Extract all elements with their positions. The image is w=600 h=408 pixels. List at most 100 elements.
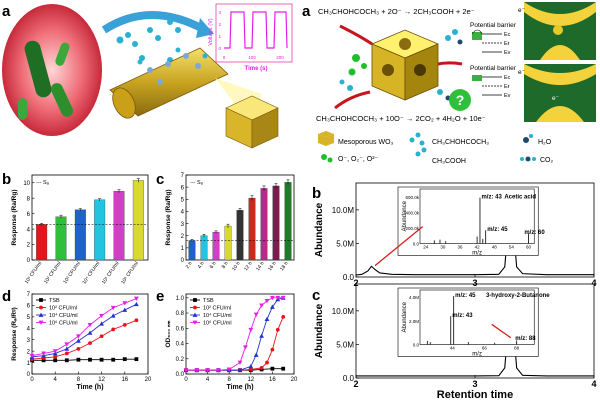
data-point [38, 320, 44, 325]
data-point [237, 360, 243, 365]
inset-ytick: 3 [218, 10, 221, 15]
x-tick-label: 2 h [185, 261, 194, 270]
x-tick-label: 10⁶ CFU/ml [120, 261, 140, 286]
bar [212, 231, 220, 261]
legend-wo3-icon [318, 131, 334, 146]
data-point [41, 351, 46, 356]
svg-text:Potential barrier: Potential barrier [470, 65, 517, 72]
x-tick-label: 8 [77, 377, 81, 383]
data-point [183, 368, 189, 373]
svg-text:Eғ: Eғ [504, 84, 510, 90]
inset-box [397, 287, 539, 357]
y-tick-label: 0 [181, 258, 185, 264]
data-point [122, 301, 128, 306]
svg-text:e⁻: e⁻ [552, 95, 560, 102]
x-tick-label: 16 h [267, 261, 278, 273]
data-point [88, 357, 92, 362]
inset-y-tick-label: 0.0 [413, 343, 420, 348]
bar [260, 188, 268, 261]
inset-ytick: 0 [218, 46, 221, 51]
data-point [87, 330, 93, 335]
inset-y-tick-label: 2.0M [409, 319, 419, 324]
bar [200, 235, 208, 261]
x-tick-label: 0 [184, 377, 188, 383]
y-tick-label: 0.0 [343, 273, 355, 282]
inset-x-axis-label: m/z [472, 352, 482, 358]
x-tick-label: 3 [472, 278, 477, 288]
svg-text:Potential barrier: Potential barrier [470, 22, 517, 29]
bar [248, 197, 256, 261]
svg-text:CH₃CHOHCOCH₃: CH₃CHOHCOCH₃ [432, 139, 489, 146]
x-tick-label: 4 [54, 377, 58, 383]
inset-x-tick-label: 30 [440, 245, 446, 250]
data-point [64, 351, 69, 356]
inset-y-tick-label: 400.0k [405, 210, 419, 215]
data-point [270, 347, 275, 352]
panel-letter-a-right: a [302, 3, 311, 20]
data-point [88, 341, 92, 346]
inset-x-tick-label: 88 [514, 346, 520, 351]
arrow-top-icon [339, 24, 373, 46]
svg-text:H₂O: H₂O [538, 139, 552, 146]
mechanism-schematic: a CH₃CHOHCOCH₃ + 2O⁻ → 2CH₃COOH + 2e⁻ CH… [302, 2, 596, 165]
plot-frame [185, 293, 295, 375]
x-tick-label: 10² CFU/ml [43, 261, 63, 285]
y-tick-label: 4 [27, 227, 31, 233]
x-tick-label: 3 [472, 379, 477, 389]
svg-text:Eᴄ: Eᴄ [504, 75, 511, 81]
data-point [253, 352, 259, 357]
chart-gc_b: 0.0 5.0M 10.0M 2 3 4 Abundance 0.0 200.0k 400.0k 6… [314, 182, 597, 288]
panel-letter-e: e [156, 288, 164, 305]
x-tick-label: 4 [591, 278, 596, 288]
arrow-bottom-icon [334, 90, 371, 110]
mesoporous-wo3-cube-icon [370, 29, 440, 101]
x-tick-label: 12 [98, 377, 105, 383]
data-point [76, 346, 81, 351]
x-tick-label: 12 [247, 377, 254, 383]
y-axis-label: Response (Ra/Rg) [165, 190, 172, 246]
x-tick-label: 4 [591, 379, 596, 389]
inset-xtick: 0 [223, 55, 226, 60]
legend-co2-icon [520, 156, 536, 162]
x-tick-label: 16 [269, 377, 276, 383]
inset-y-axis-label: Abundance [402, 301, 408, 332]
data-point [281, 314, 286, 319]
x-tick-label: 0 [30, 377, 34, 383]
data-point [99, 357, 104, 362]
inset-x-tick-label: 36 [457, 245, 463, 250]
data-point [64, 358, 69, 363]
x-tick-label: 10 h [231, 261, 242, 273]
y-tick-label: 8 [27, 196, 31, 202]
data-point [193, 305, 197, 310]
wo3-nanotube-icon [109, 47, 229, 119]
bar [224, 225, 232, 261]
x-tick-label: 8 h [221, 261, 230, 270]
data-point [99, 334, 104, 339]
y-tick-label: 0.2 [176, 357, 185, 363]
data-point [111, 327, 116, 332]
svg-text:O⁻, O₂⁻, O²⁻: O⁻, O₂⁻, O²⁻ [338, 156, 379, 163]
ms-peak-label: m/z: 60 [524, 230, 545, 236]
x-tick-label: 2 [353, 379, 358, 389]
y-tick-label: 2 [181, 234, 185, 240]
y-tick-label: 6 [181, 185, 185, 191]
ms-inset: 0.0 2.0M 4.0M 44 66 88 m/z Abundance m/z: 45 3-hy… [397, 287, 550, 358]
y-tick-label: 3 [27, 338, 31, 344]
data-point [270, 304, 275, 309]
inset-x-tick-label: 60 [526, 245, 532, 250]
legend-entry: 10⁴ CFU/ml [49, 312, 78, 319]
series-line [32, 358, 137, 361]
data-point [41, 358, 46, 363]
gas-arrow-icon [101, 11, 207, 34]
y-axis-label: Response (Ra/Rg) [11, 190, 18, 246]
bar [36, 224, 48, 261]
series-line [31, 319, 137, 360]
y-tick-label: 0.0 [176, 372, 185, 378]
bacteria-cells-icon [18, 40, 74, 120]
x-tick-label: 20 [145, 377, 152, 383]
inset-x-tick-label: 44 [450, 346, 456, 351]
y-tick-label: 6 [27, 212, 31, 218]
data-point [194, 368, 200, 373]
